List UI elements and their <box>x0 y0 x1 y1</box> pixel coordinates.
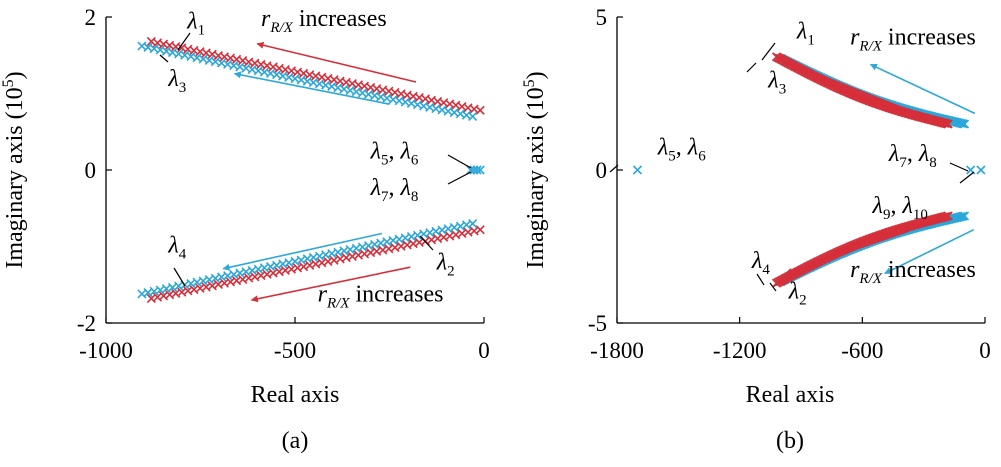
series-cyan-5 <box>966 165 986 175</box>
annotation-lambda-4: λ4 <box>167 233 186 263</box>
series-cyan-4 <box>632 165 643 175</box>
data-point <box>958 211 968 221</box>
data-point <box>959 119 970 129</box>
annotation-lambda-3: λ3 <box>767 67 786 97</box>
data-point <box>475 225 485 235</box>
data-point <box>959 211 970 221</box>
direction-arrow <box>233 71 390 105</box>
x-tick-label: -600 <box>841 338 883 363</box>
annotation-r-increases-top: rR/X increases <box>850 25 976 55</box>
data-point <box>956 212 967 222</box>
x-axis-label: Real axis <box>251 382 340 408</box>
annotation-r-increases-bottom: rR/X increases <box>850 257 976 287</box>
y-axis-label: Imaginary axis (105) <box>0 71 28 268</box>
annotation-lambda-2: λ2 <box>436 249 455 279</box>
annotation-lambda-3: λ3 <box>167 66 186 96</box>
leader-line <box>447 171 472 185</box>
data-point <box>468 218 478 229</box>
direction-arrow <box>785 230 909 275</box>
leader-line <box>746 62 757 73</box>
annotation-lambda-7-8: λ7, λ8 <box>370 175 419 205</box>
data-point <box>475 105 485 115</box>
data-point <box>956 118 967 128</box>
series-red-2 <box>146 225 485 304</box>
panel-label: (b) <box>776 428 804 454</box>
direction-arrow <box>884 228 975 275</box>
direction-arrow <box>250 266 411 303</box>
leader-line <box>761 42 776 61</box>
y-tick-label: -2 <box>77 311 96 336</box>
series-red-3 <box>771 211 953 288</box>
data-point <box>958 119 968 129</box>
leader-line <box>159 54 169 63</box>
direction-arrow <box>222 232 383 271</box>
direction-arrow <box>869 63 976 115</box>
leader-line <box>173 267 186 287</box>
direction-arrow <box>783 59 906 110</box>
panel-label: (a) <box>282 428 309 454</box>
y-tick-label: 5 <box>596 5 608 30</box>
data-point <box>943 119 953 129</box>
annotation-lambda-9-10: λ9, λ10 <box>872 193 928 223</box>
x-tick-label: 0 <box>979 338 991 363</box>
annotation-lambda-5-6: λ5, λ6 <box>370 139 419 169</box>
x-tick-label: -500 <box>274 338 316 363</box>
annotation-r-increases-bottom: rR/X increases <box>318 282 444 312</box>
annotation-r-increases-top: rR/X increases <box>261 6 387 36</box>
panel-a: -2 0 2 -1000 -500 0 Real axis Imaginary axis (1… <box>0 5 490 454</box>
annotation-lambda-1: λ1 <box>186 8 205 38</box>
annotation-lambda-7-8: λ7, λ8 <box>888 141 937 171</box>
series-cyan-3 <box>137 218 478 299</box>
leader-line <box>177 32 191 51</box>
annotation-lambda-2: λ2 <box>788 279 807 309</box>
leader-line <box>756 273 765 286</box>
x-tick-label: -1000 <box>79 338 133 363</box>
leader-line <box>959 171 975 184</box>
annotation-lambda-1: λ1 <box>796 18 815 48</box>
annotation-lambda-5-6: λ5, λ6 <box>657 135 706 165</box>
series-red-1 <box>771 52 953 129</box>
y-tick-label: 0 <box>596 158 608 183</box>
x-tick-label: 0 <box>478 338 490 363</box>
panel-b: -5 0 5 -1800 -1200 -600 0 Real axis Imaginary ax… <box>521 5 991 454</box>
x-tick-label: -1200 <box>713 338 767 363</box>
data-point <box>468 111 478 122</box>
annotation-lambda-4: λ4 <box>751 248 770 278</box>
series-red-0 <box>146 36 485 115</box>
y-tick-label: -5 <box>588 311 607 336</box>
y-axis-label: Imaginary axis (105) <box>521 71 549 268</box>
data-point <box>943 211 953 221</box>
direction-arrow <box>256 41 417 83</box>
x-tick-label: -1800 <box>590 338 644 363</box>
y-tick-label: 0 <box>85 158 97 183</box>
data-point <box>632 165 643 175</box>
series-cyan-4 <box>466 165 485 175</box>
x-axis-label: Real axis <box>746 382 835 408</box>
data-point <box>475 165 485 175</box>
series-cyan-1 <box>137 41 478 122</box>
leader-line <box>447 154 472 169</box>
leader-line <box>419 235 434 251</box>
leader-line <box>769 282 777 292</box>
y-tick-label: 2 <box>85 5 97 30</box>
data-point <box>472 165 482 175</box>
data-point <box>976 165 986 175</box>
leader-line <box>949 162 969 172</box>
leader-line <box>609 164 619 173</box>
